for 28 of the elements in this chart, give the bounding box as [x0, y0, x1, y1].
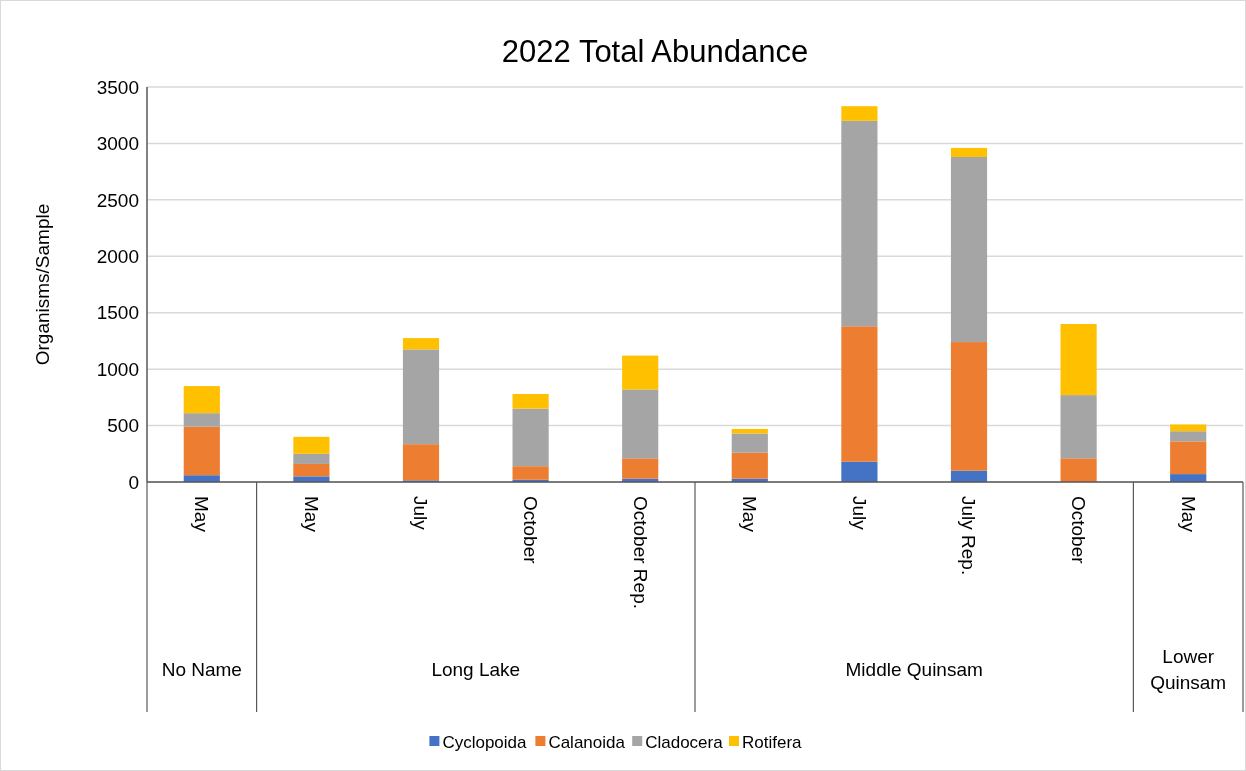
- y-tick-label: 3000: [96, 133, 139, 155]
- x-tick-label: October: [1067, 496, 1089, 565]
- legend-label: Cladocera: [645, 732, 724, 752]
- y-tick-label: 3500: [96, 76, 139, 98]
- y-tick-label: 1000: [96, 358, 139, 380]
- x-tick-label: May: [1177, 496, 1199, 533]
- text: Lower Quinsam: [1150, 646, 1227, 693]
- legend-label: Cyclopoida: [442, 732, 528, 752]
- chart-title: 2022 Total Abundance: [501, 34, 809, 69]
- x-tick-label: July: [410, 496, 432, 531]
- x-tick-label: October: [519, 496, 541, 565]
- y-tick-label: 2500: [96, 189, 139, 211]
- legend-label: Rotifera: [742, 732, 803, 752]
- y-tick-label: 2000: [96, 245, 139, 267]
- x-tick-label: May: [739, 496, 761, 533]
- y-tick-label: 1500: [96, 302, 139, 324]
- x-tick-label: October Rep.: [629, 496, 651, 609]
- x-tick-label: May: [300, 496, 322, 533]
- x-tick-label: July Rep.: [958, 496, 980, 576]
- text: No Name: [161, 659, 242, 680]
- text: Middle Quinsam: [845, 659, 983, 680]
- x-tick-label: May: [191, 496, 213, 533]
- y-tick-label: 500: [107, 415, 139, 437]
- legend-label: Calanoida: [548, 732, 626, 752]
- y-tick-label: 0: [128, 471, 139, 493]
- y-axis-title: Organisms/Sample: [32, 203, 53, 366]
- x-tick-label: July: [848, 496, 870, 531]
- text: Long Lake: [431, 659, 521, 680]
